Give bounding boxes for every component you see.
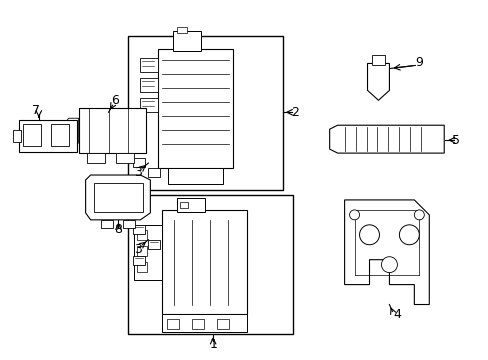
Bar (168, 168, 223, 184)
Polygon shape (344, 200, 428, 305)
Bar (116, 153, 134, 163)
Bar (180, 202, 188, 208)
Bar (148, 168, 160, 177)
Circle shape (349, 210, 359, 220)
Bar (158, 49, 233, 168)
Circle shape (381, 257, 397, 273)
Bar (137, 262, 147, 272)
Text: 7: 7 (32, 104, 40, 117)
Bar (177, 27, 187, 32)
Bar (217, 319, 228, 329)
Text: 4: 4 (393, 308, 401, 321)
Bar (177, 198, 205, 212)
Text: 9: 9 (414, 56, 423, 69)
Bar (93, 183, 143, 212)
Bar (137, 230, 147, 240)
Bar (128, 195, 292, 334)
Text: 8: 8 (114, 223, 122, 236)
Bar (140, 98, 158, 112)
Text: 3: 3 (134, 166, 142, 179)
Bar (133, 256, 145, 265)
Bar (140, 78, 158, 92)
Bar (192, 319, 203, 329)
Bar (162, 210, 246, 315)
Text: 3: 3 (134, 243, 142, 256)
Bar (134, 225, 162, 280)
Bar (137, 246, 147, 256)
Bar (128, 36, 282, 190)
Bar (13, 130, 21, 142)
Bar (19, 120, 77, 152)
Polygon shape (85, 175, 150, 220)
Text: 6: 6 (111, 94, 119, 107)
Bar (167, 319, 179, 329)
Bar (133, 158, 145, 167)
Bar (140, 58, 158, 72)
Polygon shape (64, 118, 79, 143)
Bar (51, 124, 68, 146)
Bar (101, 220, 112, 228)
Bar (86, 153, 104, 163)
Text: 5: 5 (451, 134, 459, 147)
Text: 2: 2 (290, 106, 298, 119)
Circle shape (413, 210, 424, 220)
Bar (162, 315, 246, 332)
Bar (79, 108, 146, 153)
Bar (133, 178, 145, 187)
Bar (23, 124, 41, 146)
Text: 1: 1 (209, 338, 217, 351)
Bar (148, 240, 160, 249)
Circle shape (359, 225, 379, 245)
Bar (371, 55, 385, 66)
Bar (133, 225, 145, 234)
Polygon shape (367, 63, 388, 100)
Bar (123, 220, 135, 228)
Circle shape (399, 225, 419, 245)
Bar (173, 31, 201, 50)
Polygon shape (329, 125, 443, 153)
